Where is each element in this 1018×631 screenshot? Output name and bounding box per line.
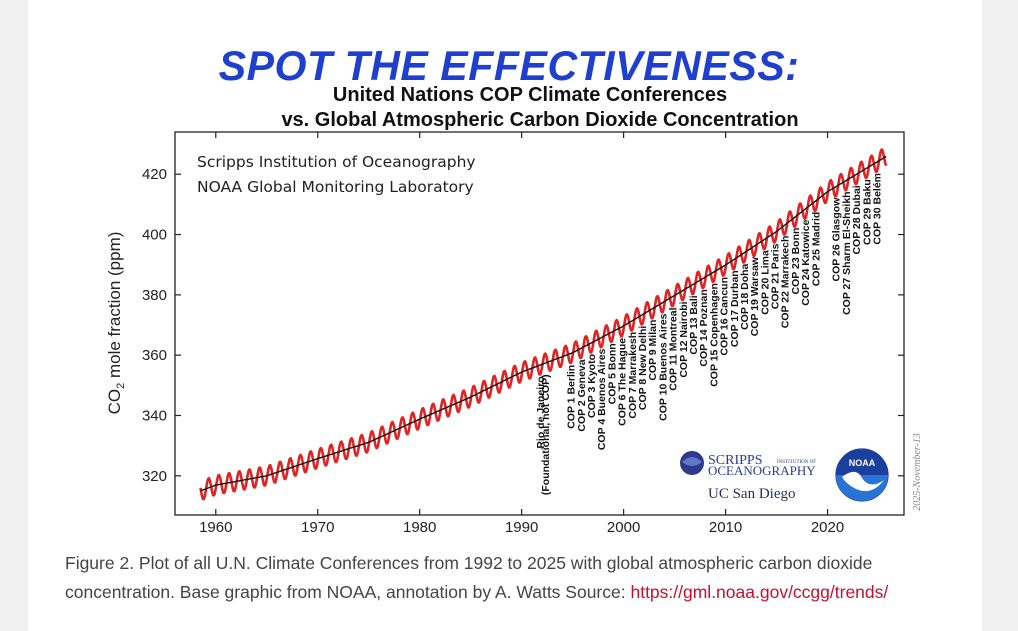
caption-text: Figure 2. Plot of all U.N. Climate Confe… (65, 553, 873, 602)
x-tick-label: 1960 (199, 519, 232, 536)
y-tick-label: 340 (142, 407, 167, 424)
scripps-wave-icon (682, 457, 702, 466)
cop-label: COP 29 Baku (861, 179, 873, 245)
cop-label: COP 2 Geneva (576, 359, 588, 431)
cop-label: Rio de Janeiro (535, 376, 547, 448)
source-link[interactable]: https://gml.noaa.gov/ccgg/trends/ (630, 582, 889, 602)
cop-label: COP 11 Montreal (668, 307, 680, 390)
cop-label: COP 19 Warsaw (749, 256, 761, 336)
cop-label: COP 15 Copenhagen (708, 283, 720, 387)
trend-co2-line (200, 155, 887, 492)
x-tick-label: 2020 (811, 519, 844, 536)
figure-caption: Figure 2. Plot of all U.N. Climate Confe… (65, 549, 965, 607)
noaa-logo-text: NOAA (849, 458, 876, 468)
scripps-logo-text: SCRIPPS (708, 453, 762, 468)
cop-label: COP 18 Doha (739, 263, 751, 329)
cop-label: COP 22 Marrakech (780, 236, 792, 329)
cop-label: COP 28 Dubai (851, 185, 863, 254)
cop-label: COP 16 Cancun (719, 277, 731, 356)
cop-label: COP 4 Buenos Aires (596, 348, 608, 450)
x-tick-label: 1990 (505, 519, 538, 536)
x-tick-label: 2010 (709, 519, 742, 536)
inset-label: Scripps Institution of Oceanography (197, 153, 476, 171)
noaa-sky-icon (836, 449, 888, 475)
x-tick-label: 1970 (301, 519, 334, 536)
cop-label: COP 30 Belém (872, 173, 884, 245)
scripps-logo-subtext: INSTITUTION OF (777, 460, 816, 465)
noaa-bird-icon (842, 471, 884, 492)
cop-label: COP 13 Bali (688, 295, 700, 354)
ucsd-logo-text: UC San Diego (708, 486, 796, 502)
cop-label: COP 20 Lima (759, 250, 771, 315)
cop-label: COP 21 Paris (770, 243, 782, 309)
y-tick-label: 400 (142, 227, 167, 244)
y-tick-label: 420 (142, 166, 167, 183)
cop-label: COP 8 New Delhi (637, 326, 649, 410)
inset-label: NOAA Global Monitoring Laboratory (197, 178, 474, 196)
cop-label: COP 24 Katowice (800, 219, 812, 305)
date-stamp: 2025-November-13 (912, 433, 923, 511)
chart-subtitle-line1: United Nations COP Climate Conferences (332, 84, 728, 106)
cop-label: COP 25 Madrid (810, 212, 822, 287)
y-tick-label: 360 (142, 347, 167, 364)
cop-label: COP 14 Poznan (698, 289, 710, 366)
cop-label: COP 3 Kyoto (586, 354, 598, 418)
cop-label: COP 1 Berlin (566, 365, 578, 429)
cop-label: COP 7 Marrakesh (627, 332, 639, 419)
cop-label: COP 27 Sharm El-Sheikh (841, 191, 853, 315)
cop-label: COP 6 The Hague (617, 338, 629, 426)
headline: SPOT THE EFFECTIVENESS: (218, 42, 800, 89)
y-tick-label: 380 (142, 287, 167, 304)
chart-subtitle-line2: vs. Global Atmospheric Carbon Dioxide Co… (281, 109, 799, 131)
plot-area (174, 131, 905, 516)
cop-label: COP 23 Bonn (790, 228, 802, 295)
cop-label: COP 12 Nairobi (678, 301, 690, 377)
scripps-logo-text-2: OCEANOGRAPHY (708, 463, 816, 478)
cop-label: COP 5 Bonn (606, 343, 618, 404)
cop-label: COP 10 Buenos Aires (657, 313, 669, 421)
cop-label: COP 9 Milan (647, 320, 659, 381)
y-tick-label: 320 (142, 468, 167, 485)
x-tick-label: 1980 (403, 519, 436, 536)
cop-label: COP 17 Durban (729, 270, 741, 347)
cop-label: COP 26 Glasgow (831, 197, 843, 282)
x-tick-label: 2000 (607, 519, 640, 536)
cop-label: (Foundational, not COP) (540, 374, 552, 495)
y-axis-label: CO2 mole fraction (ppm) (105, 232, 127, 415)
